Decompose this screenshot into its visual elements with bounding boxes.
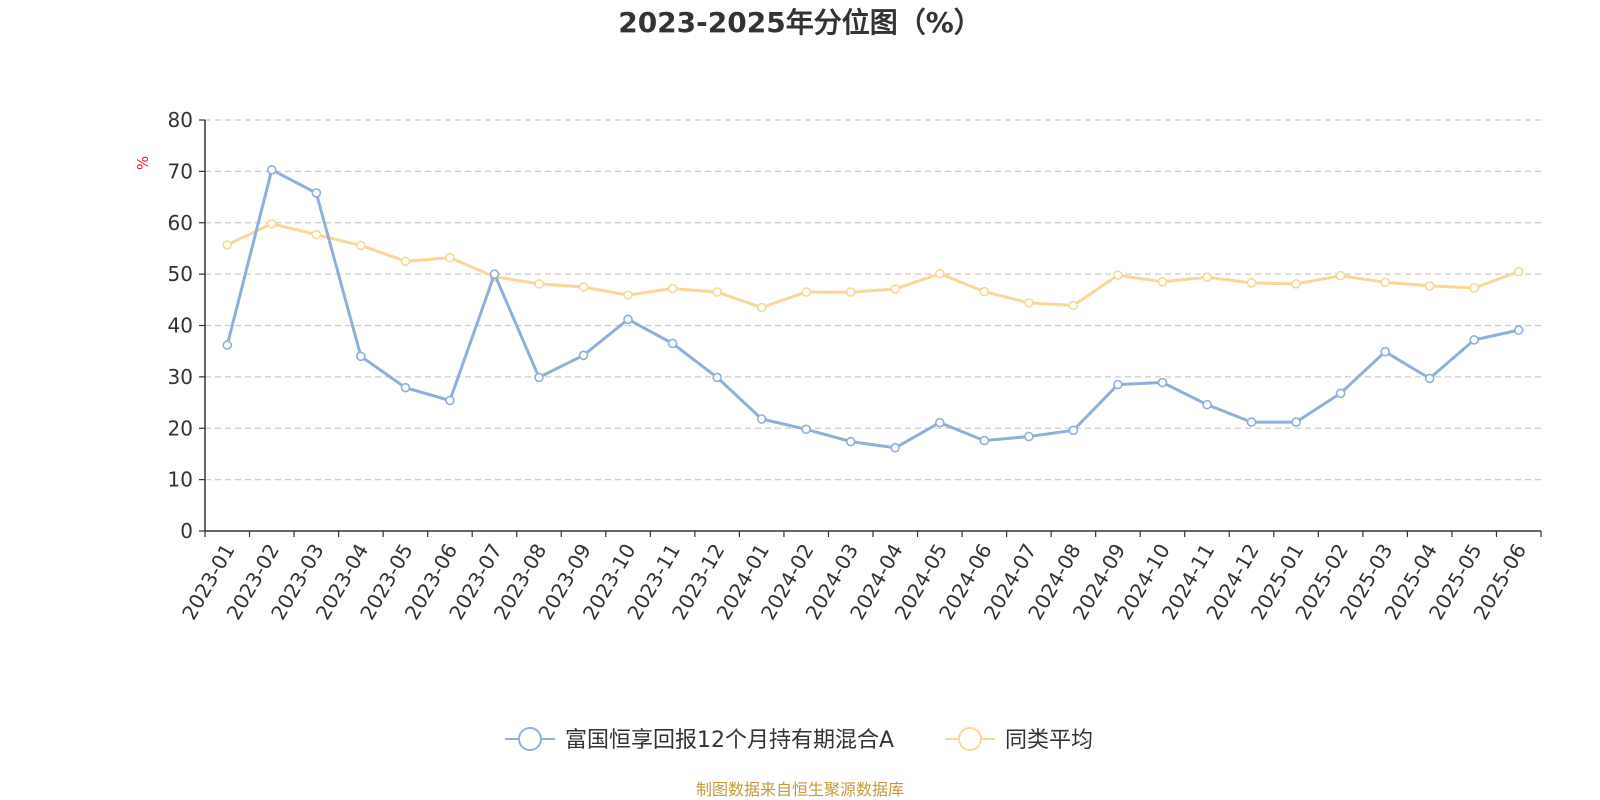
y-tick-label: 50 — [168, 262, 193, 286]
data-point — [801, 287, 812, 297]
legend-marker — [518, 727, 542, 751]
y-tick-label: 80 — [168, 108, 193, 132]
series-lines — [222, 165, 1524, 453]
chart-title: 2023-2025年分位图（%） — [618, 6, 982, 39]
data-point — [712, 372, 722, 383]
data-point — [578, 350, 589, 361]
data-point — [1246, 417, 1257, 427]
data-point — [266, 218, 277, 229]
data-point — [445, 252, 455, 263]
data-point — [222, 340, 233, 350]
data-point — [1157, 377, 1168, 388]
y-tick-label: 60 — [168, 211, 193, 235]
y-tick-label: 30 — [168, 365, 193, 389]
data-point — [1424, 281, 1435, 291]
data-point — [445, 395, 455, 406]
data-point — [222, 240, 233, 250]
data-point — [890, 442, 901, 453]
legend: 富国恒享回报12个月持有期混合A 同类平均 — [505, 727, 1093, 753]
y-axis-label: % — [134, 156, 152, 170]
data-point — [667, 283, 678, 294]
data-source-note: 制图数据来自恒生聚源数据库 — [696, 780, 904, 799]
y-tick-label: 20 — [168, 416, 193, 440]
data-point — [1202, 272, 1212, 283]
data-point — [400, 382, 411, 393]
data-point — [801, 424, 812, 435]
data-point — [1469, 283, 1479, 293]
data-point — [934, 268, 945, 279]
legend-item-1[interactable]: 同类平均 — [945, 727, 1093, 753]
legend-item-0[interactable]: 富国恒享回报12个月持有期混合A — [505, 727, 894, 753]
data-point — [623, 314, 633, 325]
data-point — [1335, 388, 1346, 399]
data-point — [1424, 373, 1435, 384]
data-point — [534, 279, 544, 289]
data-point — [623, 290, 633, 300]
data-point — [1380, 346, 1390, 357]
data-point — [756, 414, 767, 424]
legend-marker — [958, 727, 982, 751]
data-point — [578, 282, 589, 292]
data-point — [845, 436, 856, 447]
data-point — [311, 229, 322, 240]
y-tick-label: 70 — [168, 159, 193, 183]
data-point — [1246, 278, 1257, 288]
data-point — [356, 240, 366, 251]
data-point — [1291, 417, 1301, 427]
data-point — [1068, 300, 1079, 311]
legend-label: 同类平均 — [1005, 728, 1093, 753]
data-point — [1291, 279, 1301, 289]
data-point — [934, 417, 945, 428]
data-point — [489, 269, 500, 279]
data-point — [667, 338, 678, 349]
data-point — [890, 284, 901, 294]
data-point — [534, 372, 544, 383]
data-point — [1024, 298, 1034, 308]
data-point — [311, 188, 322, 198]
data-point — [1380, 277, 1390, 288]
data-point — [1202, 399, 1212, 410]
series-0 — [222, 165, 1524, 453]
series-line — [225, 222, 1521, 309]
data-point — [1513, 325, 1524, 335]
y-tick-label: 40 — [168, 314, 193, 338]
data-point — [756, 302, 767, 313]
data-point — [1469, 335, 1479, 345]
data-point — [1157, 277, 1168, 287]
legend-label: 富国恒享回报12个月持有期混合A — [565, 728, 894, 753]
data-point — [712, 287, 722, 297]
grid-lines — [205, 119, 1541, 481]
data-point — [979, 286, 990, 297]
data-point — [356, 351, 366, 362]
y-tick-label: 10 — [168, 468, 193, 492]
data-point — [845, 287, 856, 297]
data-point — [1113, 270, 1123, 280]
series-line — [225, 168, 1521, 450]
data-point — [400, 256, 411, 267]
data-point — [1335, 270, 1346, 281]
data-point — [266, 165, 277, 175]
data-point — [1024, 431, 1034, 442]
data-point — [1513, 266, 1524, 277]
series-1 — [222, 218, 1524, 313]
data-point — [979, 435, 990, 446]
data-point — [1113, 379, 1123, 390]
y-tick-label: 0 — [180, 519, 193, 543]
data-point — [1068, 425, 1079, 436]
